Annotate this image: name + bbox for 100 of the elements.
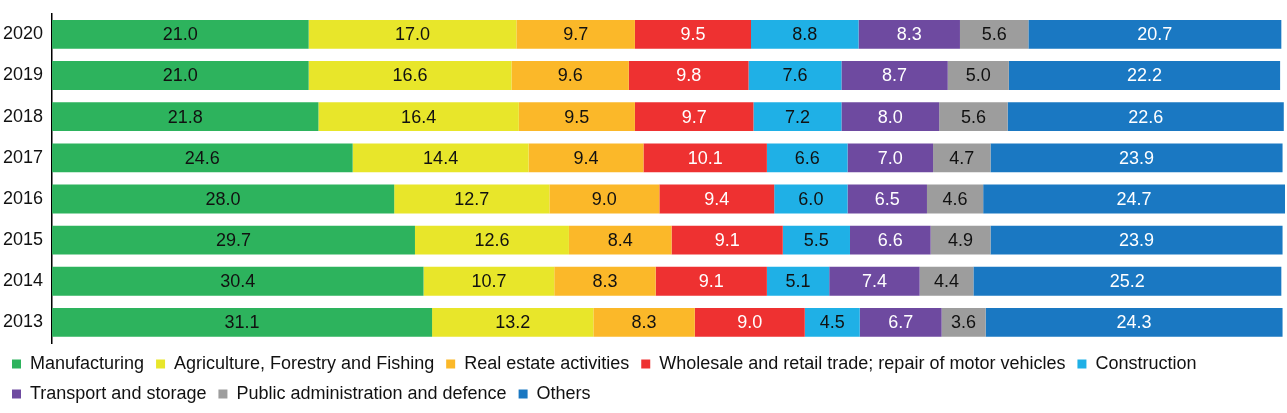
bar — [352, 143, 529, 173]
bar — [549, 184, 660, 214]
bar — [1008, 61, 1281, 90]
bar — [804, 307, 860, 337]
data-label: 9.7 — [681, 106, 707, 127]
data-label: 4.9 — [948, 230, 974, 251]
data-label: 12.6 — [474, 230, 510, 251]
bar — [568, 225, 672, 255]
bar — [849, 225, 931, 255]
data-label: 3.6 — [951, 312, 977, 333]
data-label: 31.1 — [224, 312, 260, 333]
data-label: 20.7 — [1137, 24, 1173, 45]
y-tick-label: 2016 — [3, 187, 44, 208]
legend-label: Others — [536, 382, 591, 403]
bar — [748, 61, 842, 90]
data-label: 14.4 — [423, 147, 459, 168]
data-label: 25.2 — [1109, 271, 1145, 292]
bar — [671, 225, 783, 255]
data-label: 24.6 — [184, 147, 220, 168]
legend-label: Manufacturing — [30, 352, 145, 373]
data-label: 16.6 — [392, 65, 428, 86]
bar — [990, 143, 1283, 173]
bar — [959, 19, 1029, 49]
bar — [414, 225, 569, 255]
data-label: 9.5 — [680, 24, 706, 45]
data-label: 29.7 — [215, 230, 252, 251]
bar — [634, 19, 751, 49]
bar — [52, 266, 424, 296]
bar — [518, 102, 635, 132]
y-tick-label: 2013 — [3, 311, 44, 332]
data-label: 10.7 — [471, 271, 507, 292]
bar — [628, 61, 749, 90]
bar — [933, 143, 991, 173]
bar — [841, 61, 948, 90]
data-label: 7.6 — [782, 65, 808, 86]
bar — [751, 19, 859, 49]
y-tick-label: 2015 — [3, 229, 44, 250]
data-label: 8.3 — [592, 271, 618, 292]
data-label: 7.2 — [784, 106, 810, 127]
data-label: 6.6 — [877, 230, 903, 251]
bar — [1028, 19, 1282, 49]
y-tick-label: 2020 — [3, 23, 44, 44]
data-label: 23.9 — [1119, 147, 1155, 168]
data-label: 23.9 — [1119, 230, 1155, 251]
data-label: 28.0 — [205, 188, 241, 209]
bar — [394, 184, 550, 214]
bar — [983, 184, 1285, 214]
data-label: 4.5 — [819, 312, 845, 333]
bar — [859, 307, 942, 337]
data-label: 5.5 — [803, 230, 829, 251]
bar — [308, 61, 512, 90]
bar — [766, 143, 848, 173]
bar — [694, 307, 805, 337]
bar — [939, 102, 1008, 132]
data-label: 9.0 — [591, 188, 617, 209]
bar — [593, 307, 695, 337]
data-label: 24.3 — [1116, 312, 1152, 333]
bar — [634, 102, 754, 132]
data-label: 9.4 — [704, 188, 730, 209]
legend-label: Agriculture, Forestry and Fishing — [174, 352, 435, 373]
bar — [308, 19, 517, 49]
data-label: 30.4 — [220, 271, 256, 292]
legend-label: Real estate activities — [464, 352, 630, 373]
data-label: 21.8 — [167, 106, 203, 127]
data-label: 22.2 — [1126, 65, 1162, 86]
data-label: 24.7 — [1116, 188, 1152, 209]
bar — [858, 19, 960, 49]
data-label: 8.0 — [877, 106, 903, 127]
data-label: 9.1 — [698, 271, 724, 292]
bar — [52, 225, 415, 255]
bar — [774, 184, 848, 214]
data-label: 9.1 — [714, 230, 740, 251]
data-label: 13.2 — [495, 312, 531, 333]
data-label: 8.7 — [882, 65, 908, 86]
data-label: 6.0 — [798, 188, 824, 209]
data-label: 4.6 — [942, 188, 968, 209]
bar — [52, 184, 395, 214]
legend-label: Construction — [1095, 352, 1197, 373]
y-tick-label: 2019 — [3, 64, 44, 85]
data-label: 6.7 — [888, 312, 914, 333]
data-label: 21.0 — [162, 65, 198, 86]
bar — [973, 266, 1282, 296]
data-label: 5.0 — [965, 65, 991, 86]
bar — [990, 225, 1283, 255]
data-label: 5.6 — [960, 106, 986, 127]
bar — [947, 61, 1009, 90]
bar — [847, 143, 934, 173]
y-tick-label: 2017 — [3, 146, 44, 167]
y-tick-label: 2014 — [3, 270, 44, 291]
data-label: 4.4 — [934, 271, 960, 292]
bar — [930, 225, 991, 255]
bar — [52, 61, 309, 90]
bar — [643, 143, 767, 173]
bar — [1007, 102, 1284, 132]
data-label: 5.6 — [981, 24, 1007, 45]
bar — [753, 102, 842, 132]
bar — [655, 266, 767, 296]
bar — [318, 102, 519, 132]
data-label: 6.6 — [794, 147, 820, 168]
data-label: 12.7 — [454, 188, 490, 209]
